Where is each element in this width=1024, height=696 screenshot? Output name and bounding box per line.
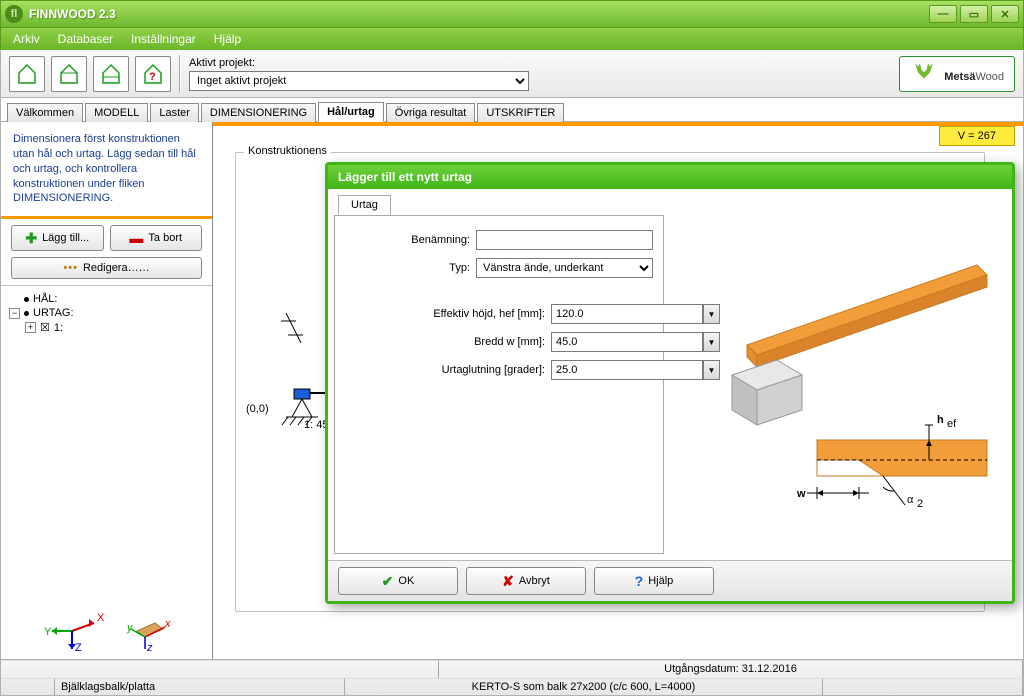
window-title: FINNWOOD 2.3: [29, 7, 929, 21]
sidebar-hint: Dimensionera först konstruktionen utan h…: [1, 122, 212, 216]
name-input[interactable]: [476, 230, 653, 250]
check-icon: ✔: [382, 573, 394, 590]
active-project-group: Aktivt projekt: Inget aktivt projekt: [189, 57, 529, 91]
svg-text:ef: ef: [947, 418, 957, 430]
hef-input[interactable]: [551, 304, 703, 324]
question-icon: ?: [635, 573, 644, 589]
tree-urtag[interactable]: −URTAG:: [9, 306, 204, 320]
add-urtag-dialog: Lägger till ett nytt urtag Urtag Benämni…: [325, 162, 1015, 604]
remove-button[interactable]: ▬ Ta bort: [110, 225, 203, 251]
slope-drop[interactable]: ▼: [703, 360, 720, 380]
coord-label: (0,0): [246, 403, 269, 415]
ok-button[interactable]: ✔ OK: [338, 567, 458, 595]
brand-logo: MetsäWood: [899, 56, 1015, 92]
moose-icon: [910, 60, 938, 88]
minus-icon: ▬: [129, 230, 143, 246]
tab-ovriga[interactable]: Övriga resultat: [386, 103, 476, 122]
type-select[interactable]: Vänstra ände, underkant: [476, 258, 653, 278]
axis-gizmo: X Y Z x y z: [1, 593, 212, 659]
sidebar: Dimensionera först konstruktionen utan h…: [1, 122, 213, 659]
svg-text:w: w: [796, 488, 806, 500]
statusbar: Utgångsdatum: 31.12.2016 Bjälklagsbalk/p…: [0, 660, 1024, 696]
main-tabstrip: Välkommen MODELL Laster DIMENSIONERING H…: [0, 98, 1024, 122]
status-type: Bjälklagsbalk/platta: [55, 678, 345, 696]
toolbar: ? Aktivt projekt: Inget aktivt projekt M…: [0, 50, 1024, 98]
svg-text:z: z: [146, 642, 153, 651]
edit-label: Redigera……: [83, 262, 150, 274]
width-drop[interactable]: ▼: [703, 332, 720, 352]
remove-label: Ta bort: [148, 232, 182, 244]
type-label: Typ:: [345, 262, 470, 274]
active-project-select[interactable]: Inget aktivt projekt: [189, 71, 529, 91]
hef-drop[interactable]: ▼: [703, 304, 720, 324]
slope-label: Urtaglutning [grader]:: [345, 364, 545, 376]
add-button[interactable]: ✚ Lägg till...: [11, 225, 104, 251]
cancel-label: Avbryt: [519, 575, 550, 587]
minimize-button[interactable]: —: [929, 5, 957, 23]
svg-text:α: α: [907, 494, 914, 506]
status-spec: KERTO-S som balk 27x200 (c/c 600, L=4000…: [345, 678, 823, 696]
menubar: Arkiv Databaser Inställningar Hjälp: [0, 28, 1024, 50]
cancel-button[interactable]: ✘ Avbryt: [466, 567, 586, 595]
svg-text:Y: Y: [44, 626, 52, 638]
svg-text:h: h: [937, 414, 944, 426]
tool-shape-2[interactable]: [51, 56, 87, 92]
svg-text:?: ?: [149, 71, 156, 83]
collapse-icon[interactable]: −: [9, 308, 20, 319]
close-button[interactable]: ✕: [991, 5, 1019, 23]
add-label: Lägg till...: [42, 232, 89, 244]
result-badge: V = 267: [939, 126, 1015, 146]
plus-icon: ✚: [25, 230, 37, 247]
tree-view[interactable]: HÅL: −URTAG: +☒1:: [1, 285, 212, 593]
tab-dimensionering[interactable]: DIMENSIONERING: [201, 103, 316, 122]
group-title: Konstruktionens: [244, 145, 331, 157]
tab-hal-urtag[interactable]: Hål/urtag: [318, 102, 384, 122]
svg-text:X: X: [97, 612, 105, 624]
edit-button[interactable]: ••• Redigera……: [11, 257, 202, 279]
name-label: Benämning:: [345, 234, 470, 246]
help-button[interactable]: ? Hjälp: [594, 567, 714, 595]
ok-label: OK: [398, 575, 414, 587]
width-label: Bredd w [mm]:: [345, 336, 545, 348]
dialog-form: Benämning: Typ: Vänstra ände, underkant …: [334, 215, 664, 554]
menu-databaser[interactable]: Databaser: [50, 30, 121, 48]
svg-text:y: y: [126, 622, 134, 634]
tab-modell[interactable]: MODELL: [85, 103, 148, 122]
svg-text:x: x: [164, 618, 171, 630]
expand-icon[interactable]: +: [25, 322, 36, 333]
tab-valkommen[interactable]: Välkommen: [7, 103, 83, 122]
window-titlebar: fl FINNWOOD 2.3 — ▭ ✕: [0, 0, 1024, 28]
tool-shape-1[interactable]: [9, 56, 45, 92]
menu-installningar[interactable]: Inställningar: [123, 30, 204, 48]
status-date: Utgångsdatum: 31.12.2016: [439, 660, 1023, 678]
width-input[interactable]: [551, 332, 703, 352]
menu-hjalp[interactable]: Hjälp: [206, 30, 249, 48]
dialog-footer: ✔ OK ✘ Avbryt ? Hjälp: [328, 560, 1012, 601]
active-project-label: Aktivt projekt:: [189, 57, 529, 69]
toolbar-separator: [179, 55, 181, 93]
tab-utskrifter[interactable]: UTSKRIFTER: [477, 103, 564, 122]
tool-shape-3[interactable]: [93, 56, 129, 92]
maximize-button[interactable]: ▭: [960, 5, 988, 23]
edit-icon: •••: [63, 262, 78, 274]
menu-arkiv[interactable]: Arkiv: [5, 30, 48, 48]
brand-text: MetsäWood: [944, 63, 1004, 86]
x-icon: ✘: [502, 573, 514, 590]
tree-hal[interactable]: HÅL:: [9, 292, 204, 306]
hef-label: Effektiv höjd, hef [mm]:: [345, 308, 545, 320]
tool-shape-help[interactable]: ?: [135, 56, 171, 92]
app-icon: fl: [5, 5, 23, 23]
tab-laster[interactable]: Laster: [150, 103, 199, 122]
svg-text:Z: Z: [75, 642, 82, 651]
dialog-tab-urtag[interactable]: Urtag: [338, 195, 391, 215]
svg-text:2: 2: [917, 498, 923, 510]
slope-input[interactable]: [551, 360, 703, 380]
help-label: Hjälp: [648, 575, 673, 587]
tree-item-1[interactable]: +☒1:: [9, 320, 204, 335]
dialog-title: Lägger till ett nytt urtag: [328, 165, 1012, 189]
